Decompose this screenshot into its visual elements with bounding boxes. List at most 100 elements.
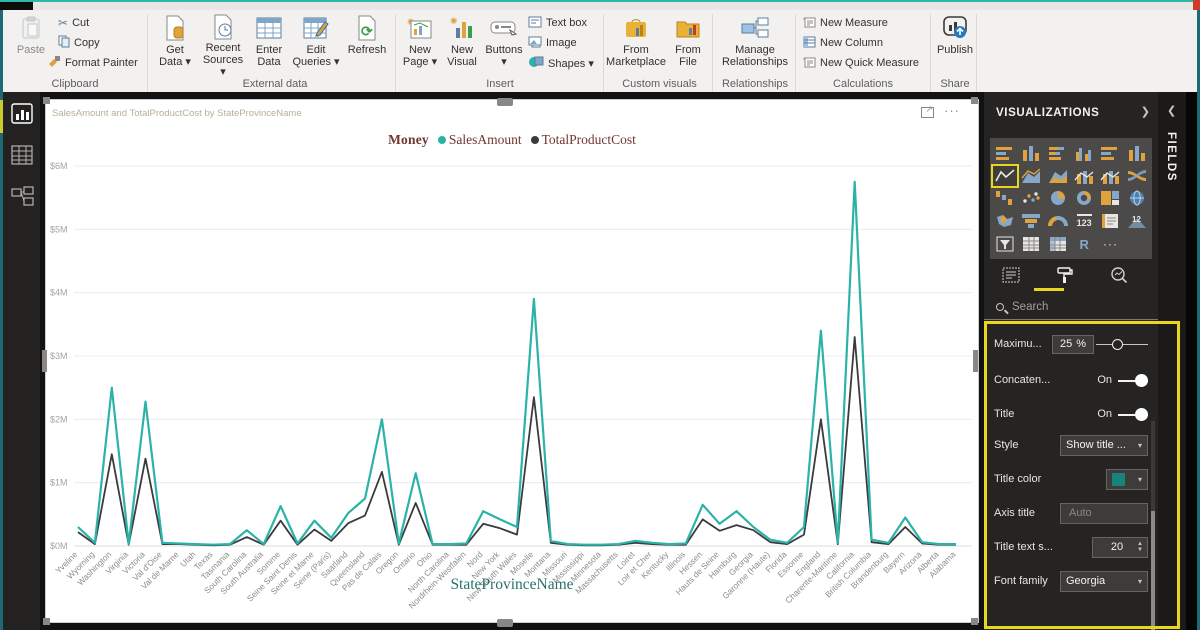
drag-handle-bottom[interactable] <box>497 619 513 627</box>
buttons-button[interactable]: Buttons ▾ <box>484 12 524 74</box>
resize-handle-bottom-right[interactable] <box>971 618 978 625</box>
top-edge <box>0 0 1200 2</box>
from-file-button[interactable]: From File <box>666 12 710 74</box>
axis-title-row: Axis title Auto <box>994 502 1150 524</box>
new-measure-button[interactable]: ✦ New Measure <box>802 14 888 32</box>
resize-handle-top-right[interactable] <box>971 97 978 104</box>
refresh-icon: ⟳ <box>355 14 379 42</box>
legend-item-totalproductcost[interactable]: TotalProductCost <box>530 132 636 148</box>
collapse-pane-chevron-icon[interactable]: ❯ <box>1140 106 1150 118</box>
card-icon[interactable]: 123 <box>1072 211 1096 231</box>
refresh-button[interactable]: ⟳ Refresh <box>344 12 390 74</box>
tab-fields[interactable] <box>1002 267 1020 288</box>
multi-row-card-icon[interactable] <box>1098 211 1122 231</box>
data-view-button[interactable] <box>11 145 33 165</box>
image-button[interactable]: Image <box>528 34 577 52</box>
line-clustered-column-chart-icon[interactable] <box>1098 166 1122 186</box>
maximum-size-row: Maximu... 25% <box>994 333 1150 355</box>
treemap-icon[interactable] <box>1098 188 1122 208</box>
maximum-size-slider[interactable] <box>1096 338 1148 351</box>
model-view-button[interactable] <box>11 186 34 206</box>
copy-button[interactable]: Copy <box>58 34 100 52</box>
new-column-button[interactable]: New Column <box>802 34 883 52</box>
concatenate-toggle[interactable] <box>1118 373 1148 387</box>
map-icon[interactable] <box>1125 188 1149 208</box>
svg-text:12: 12 <box>1132 215 1141 224</box>
format-options: Maximu... 25% Concaten... On Title On St… <box>984 321 1158 630</box>
waterfall-chart-icon[interactable] <box>993 188 1017 208</box>
r-script-visual-icon[interactable]: R <box>1079 236 1089 252</box>
more-options-icon[interactable]: ··· <box>944 103 960 118</box>
salesamount-dot-icon <box>437 136 446 144</box>
new-quick-measure-button[interactable]: ✦ New Quick Measure <box>802 54 919 72</box>
ribbon-chart-icon[interactable] <box>1125 166 1149 186</box>
gauge-icon[interactable] <box>1046 211 1070 231</box>
new-page-button[interactable]: ✺ New Page ▾ <box>399 12 441 74</box>
resize-handle-bottom-left[interactable] <box>43 618 50 625</box>
cut-icon: ✂ <box>58 16 69 30</box>
fields-pane-collapsed[interactable]: ❮ FIELDS <box>1158 92 1186 630</box>
svg-text:✺: ✺ <box>450 16 458 26</box>
kpi-icon[interactable]: 12 <box>1125 211 1149 231</box>
title-text-size-stepper[interactable]: 20 ▲ ▼ <box>1092 536 1148 558</box>
resize-handle-left[interactable] <box>42 350 47 372</box>
line-chart-visual[interactable]: SalesAmount and TotalProductCost by Stat… <box>45 99 979 623</box>
format-painter-button[interactable]: Format Painter <box>48 54 138 72</box>
style-dropdown[interactable]: Show title ... ▾ <box>1060 434 1148 456</box>
stacked-column-chart-icon[interactable] <box>1019 143 1043 163</box>
100-stacked-column-chart-icon[interactable] <box>1125 143 1149 163</box>
new-column-icon <box>802 35 816 51</box>
filled-map-icon[interactable] <box>993 211 1017 231</box>
title-toggle[interactable] <box>1118 407 1148 421</box>
pie-chart-icon[interactable] <box>1046 188 1070 208</box>
format-scrollbar-thumb[interactable] <box>1151 511 1155 630</box>
stacked-area-chart-icon[interactable] <box>1046 166 1070 186</box>
format-search[interactable]: Search <box>984 294 1158 320</box>
clustered-bar-chart-icon[interactable] <box>1046 143 1070 163</box>
table-icon[interactable] <box>1019 234 1043 254</box>
from-marketplace-button[interactable]: From Marketplace <box>606 12 666 74</box>
shapes-button[interactable]: Shapes ▾ <box>528 54 594 72</box>
legend-item-salesamount[interactable]: SalesAmount <box>437 132 522 148</box>
enter-data-button[interactable]: Enter Data <box>249 12 289 74</box>
100-stacked-bar-chart-icon[interactable] <box>1098 143 1122 163</box>
publish-button[interactable]: Publish <box>934 12 976 74</box>
get-data-button[interactable]: Get Data ▾ <box>153 12 197 74</box>
stacked-bar-chart-icon[interactable] <box>993 143 1017 163</box>
view-sidebar <box>3 92 40 630</box>
report-view-button[interactable] <box>11 103 33 124</box>
title-color-row: Title color ▾ <box>994 468 1150 490</box>
edit-queries-button[interactable]: Edit Queries ▾ <box>292 12 340 74</box>
resize-handle-top-left[interactable] <box>43 97 50 104</box>
resize-handle-right[interactable] <box>973 350 978 372</box>
font-family-dropdown[interactable]: Georgia ▾ <box>1060 570 1148 592</box>
clustered-column-chart-icon[interactable] <box>1072 143 1096 163</box>
line-stacked-column-chart-icon[interactable] <box>1072 166 1096 186</box>
more-options-icon[interactable]: ··· <box>1102 237 1118 252</box>
funnel-icon[interactable] <box>1019 211 1043 231</box>
text-box-button[interactable]: Text box <box>528 14 587 32</box>
line-chart-icon[interactable] <box>991 163 1020 188</box>
slicer-icon[interactable] <box>993 234 1017 254</box>
drag-handle-top[interactable] <box>497 98 513 106</box>
new-visual-button[interactable]: ✺ New Visual <box>447 16 477 68</box>
area-chart-icon[interactable] <box>1019 166 1043 186</box>
focus-mode-icon[interactable] <box>921 104 934 118</box>
recent-sources-icon <box>211 14 235 40</box>
scatter-chart-icon[interactable] <box>1019 188 1043 208</box>
tab-analytics[interactable] <box>1110 266 1128 289</box>
manage-relationships-button[interactable]: Manage Relationships <box>716 12 794 74</box>
stepper-arrows-icon[interactable]: ▲ ▼ <box>1137 541 1143 553</box>
maximum-size-value[interactable]: 25% <box>1052 334 1094 354</box>
tab-format[interactable] <box>1056 266 1074 289</box>
expand-fields-chevron-icon[interactable]: ❮ <box>1167 105 1177 117</box>
recent-sources-button[interactable]: Recent Sources ▾ <box>199 12 247 78</box>
matrix-icon[interactable] <box>1046 234 1070 254</box>
paste-button[interactable]: Paste <box>8 12 54 74</box>
donut-chart-icon[interactable] <box>1072 188 1096 208</box>
legend-title: Money <box>388 132 429 147</box>
title-color-dropdown[interactable]: ▾ <box>1106 468 1148 490</box>
axis-title-input[interactable]: Auto <box>1060 502 1148 524</box>
active-tab-underline <box>1034 288 1064 291</box>
cut-button[interactable]: ✂ Cut <box>58 16 90 30</box>
